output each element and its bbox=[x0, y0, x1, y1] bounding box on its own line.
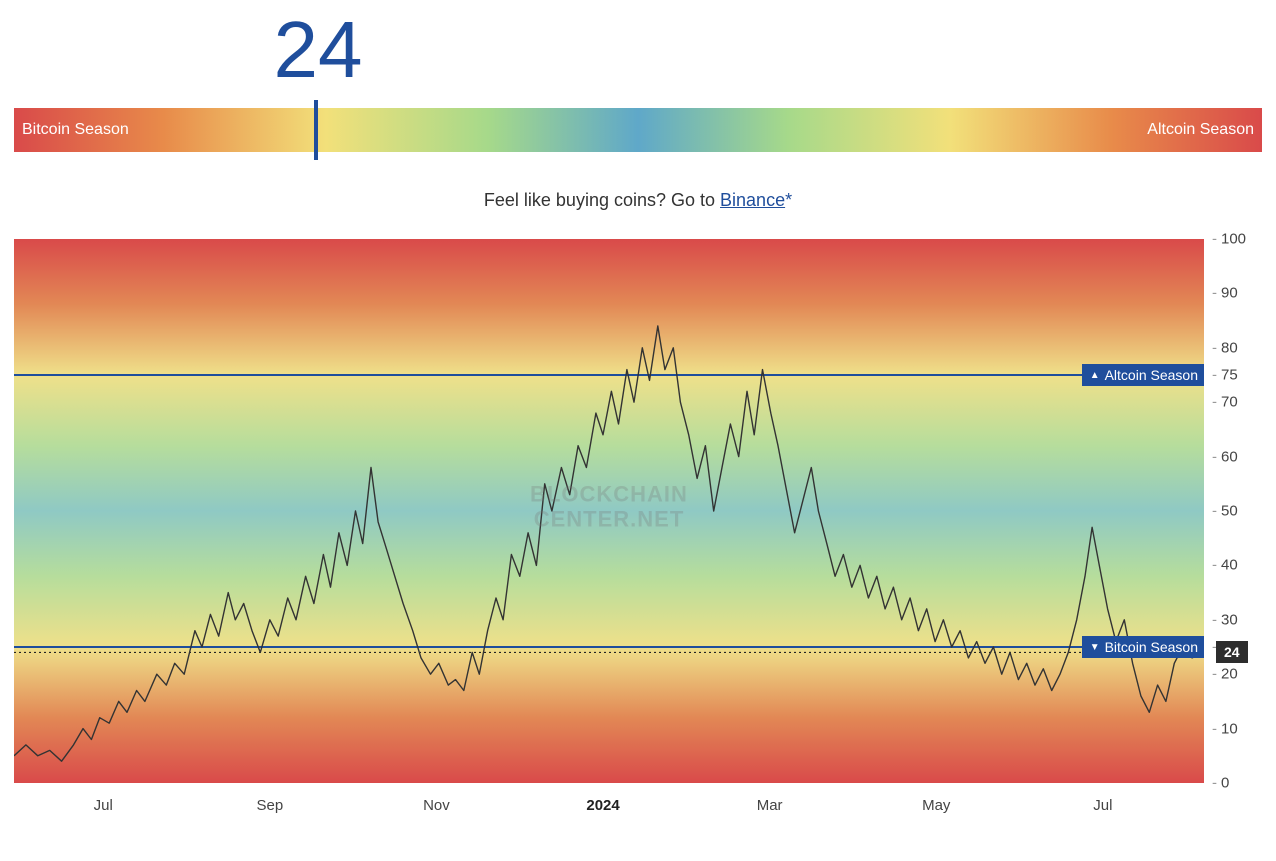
ytick-20: 20 bbox=[1212, 666, 1238, 683]
ytick-80: 80 bbox=[1212, 339, 1238, 356]
gradient-marker bbox=[314, 100, 318, 160]
bitcoin-season-badge: ▼Bitcoin Season bbox=[1082, 636, 1204, 658]
chart-x-axis: Jul Sep Nov 2024 Mar May Jul bbox=[14, 791, 1204, 831]
index-value: 24 bbox=[274, 5, 363, 94]
promo-asterisk: * bbox=[785, 190, 792, 210]
ytick-10: 10 bbox=[1212, 720, 1238, 737]
ytick-90: 90 bbox=[1212, 285, 1238, 302]
chart-svg bbox=[14, 239, 1204, 783]
xtick-may: May bbox=[922, 797, 950, 814]
xtick-jul: Jul bbox=[94, 797, 113, 814]
xtick-mar: Mar bbox=[757, 797, 783, 814]
promo-text: Feel like buying coins? Go to Binance* bbox=[14, 152, 1262, 239]
xtick-nov: Nov bbox=[423, 797, 450, 814]
season-gradient-bar: Bitcoin Season Altcoin Season bbox=[14, 108, 1262, 152]
ytick-40: 40 bbox=[1212, 557, 1238, 574]
ytick-60: 60 bbox=[1212, 448, 1238, 465]
xtick-sep: Sep bbox=[256, 797, 283, 814]
ytick-70: 70 bbox=[1212, 394, 1238, 411]
current-value-badge: 24 bbox=[1216, 641, 1248, 663]
chart-plot-area: BLOCKCHAINCENTER.NET bbox=[14, 239, 1204, 783]
altcoin-season-label: Altcoin Season bbox=[1147, 121, 1254, 139]
xtick-2024: 2024 bbox=[586, 797, 619, 814]
season-chart: BLOCKCHAINCENTER.NET 0102025304050607075… bbox=[14, 239, 1262, 783]
ytick-0: 0 bbox=[1212, 775, 1229, 792]
chart-y-axis: 01020253040506070758090100 bbox=[1204, 239, 1262, 783]
ytick-50: 50 bbox=[1212, 503, 1238, 520]
ytick-30: 30 bbox=[1212, 611, 1238, 628]
altcoin-season-badge: ▲Altcoin Season bbox=[1082, 364, 1204, 386]
promo-prefix: Feel like buying coins? Go to bbox=[484, 190, 720, 210]
ytick-75: 75 bbox=[1212, 367, 1238, 384]
xtick-jul: Jul bbox=[1093, 797, 1112, 814]
ytick-100: 100 bbox=[1212, 231, 1246, 248]
bitcoin-season-label: Bitcoin Season bbox=[22, 121, 129, 139]
binance-link[interactable]: Binance bbox=[720, 190, 785, 210]
